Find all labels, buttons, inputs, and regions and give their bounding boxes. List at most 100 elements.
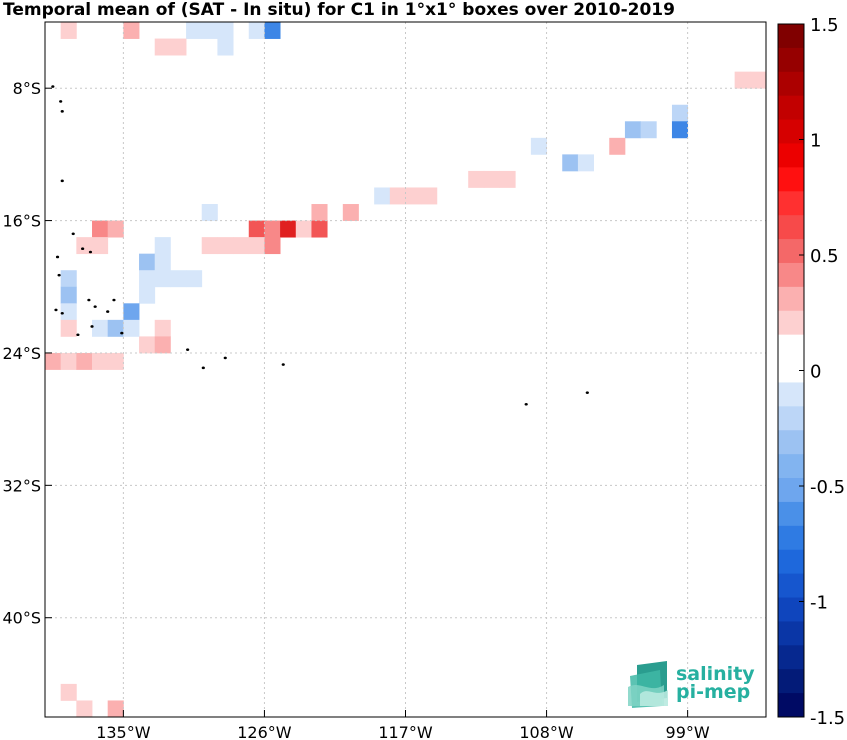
map-cell bbox=[750, 71, 767, 89]
map-cell bbox=[264, 220, 281, 238]
colorbar-segment bbox=[778, 430, 804, 455]
colorbar-segment bbox=[778, 525, 804, 551]
island-marker bbox=[281, 363, 285, 366]
map-cell bbox=[76, 700, 93, 718]
island-marker bbox=[60, 110, 64, 113]
map-cell bbox=[123, 22, 140, 39]
colorbar-segment bbox=[778, 215, 804, 240]
colorbar-segment bbox=[778, 573, 804, 599]
island-marker bbox=[87, 298, 91, 302]
wave-logo-icon bbox=[628, 661, 668, 708]
map-cell bbox=[123, 303, 140, 321]
colorbar-segment bbox=[778, 454, 804, 479]
map-cell bbox=[295, 220, 312, 238]
map-cell bbox=[624, 121, 642, 139]
island-marker bbox=[59, 100, 63, 103]
map-cell bbox=[92, 352, 109, 370]
island-marker bbox=[201, 366, 205, 370]
colorbar-tick-label: 0 bbox=[810, 362, 821, 383]
map-cell bbox=[248, 237, 265, 255]
lat-tick-label: 24°S bbox=[2, 344, 41, 363]
colorbar-segment bbox=[778, 621, 804, 646]
map-cell bbox=[248, 22, 265, 39]
colorbar-segment bbox=[778, 501, 804, 527]
island-marker bbox=[76, 333, 80, 337]
map-cell bbox=[139, 286, 156, 304]
colorbar-segment bbox=[778, 71, 804, 97]
map-cell bbox=[60, 303, 77, 321]
colorbar-tick-label: 1.5 bbox=[810, 15, 839, 36]
island-marker bbox=[57, 273, 61, 277]
lat-tick-label: 40°S bbox=[2, 609, 41, 628]
map-cell bbox=[671, 104, 689, 122]
map-cell bbox=[405, 187, 422, 205]
map-cell bbox=[76, 237, 93, 255]
salinity-pi-mep-logo: salinity pi-mep bbox=[628, 661, 755, 708]
island-marker bbox=[112, 298, 116, 302]
lon-tick-label: 108°W bbox=[519, 723, 574, 740]
island-marker bbox=[186, 348, 190, 351]
island-marker bbox=[60, 179, 64, 183]
map-cell bbox=[139, 270, 156, 288]
map-cell bbox=[421, 187, 438, 205]
colorbar-segment bbox=[778, 95, 804, 121]
colorbar: 1.5 1 0.5 0 -0.5 -1 -1.5 bbox=[777, 15, 845, 729]
colorbar-segment bbox=[778, 669, 804, 694]
map-cell bbox=[201, 237, 218, 255]
map-cell bbox=[311, 220, 328, 238]
map-cell bbox=[60, 319, 77, 337]
lon-tick-label: 135°W bbox=[96, 723, 151, 740]
colorbar-tick-label: -1 bbox=[810, 593, 828, 614]
map-gridlines bbox=[45, 22, 766, 717]
map-cell bbox=[139, 253, 156, 271]
map-cell bbox=[389, 187, 406, 205]
map-cell bbox=[186, 270, 203, 288]
map-cells-layer bbox=[45, 22, 767, 718]
lon-tick-label: 126°W bbox=[237, 723, 292, 740]
map-cell bbox=[154, 237, 171, 255]
map-cell bbox=[499, 170, 516, 188]
map-cell bbox=[139, 336, 156, 354]
colorbar-segment bbox=[778, 143, 804, 168]
map-cell bbox=[76, 352, 93, 370]
map-cell bbox=[640, 121, 657, 139]
map-cell bbox=[186, 22, 203, 39]
map-cell bbox=[170, 270, 187, 288]
island-marker bbox=[223, 356, 227, 360]
island-marker bbox=[93, 305, 97, 308]
figure-title: Temporal mean of (SAT - In situ) for C1 … bbox=[3, 0, 675, 20]
map-cell bbox=[671, 121, 689, 139]
colorbar-tick-label: -1.5 bbox=[810, 708, 845, 729]
map-cell bbox=[60, 352, 77, 370]
logo-line2: pi-mep bbox=[676, 681, 750, 703]
map-cell bbox=[374, 187, 391, 205]
colorbar-segment bbox=[778, 119, 804, 144]
colorbar-segment bbox=[778, 24, 804, 49]
lat-tick-label: 8°S bbox=[13, 79, 41, 98]
map-cell bbox=[217, 22, 234, 39]
island-marker bbox=[71, 232, 75, 236]
map-cell bbox=[217, 38, 234, 56]
map-cell bbox=[201, 22, 218, 39]
island-marker bbox=[60, 311, 64, 315]
colorbar-segment bbox=[778, 286, 804, 312]
colorbar-segment bbox=[778, 239, 804, 264]
map-cell bbox=[562, 154, 579, 172]
island-marker bbox=[88, 250, 93, 254]
map-cell bbox=[154, 38, 171, 56]
colorbar-segment bbox=[778, 47, 804, 73]
lat-tick-label: 16°S bbox=[2, 212, 41, 231]
map-cell bbox=[45, 352, 62, 370]
colorbar-segment bbox=[778, 693, 804, 718]
island-marker bbox=[585, 391, 589, 394]
island-marker bbox=[106, 310, 110, 313]
colorbar-segment bbox=[778, 406, 804, 431]
map-cell bbox=[530, 137, 547, 155]
lon-tick-label: 99°W bbox=[666, 723, 710, 740]
colorbar-segment bbox=[778, 191, 804, 216]
map-cell bbox=[468, 170, 485, 188]
map-cell bbox=[609, 137, 626, 155]
map-cell bbox=[264, 22, 281, 39]
colorbar-segment bbox=[778, 310, 804, 336]
